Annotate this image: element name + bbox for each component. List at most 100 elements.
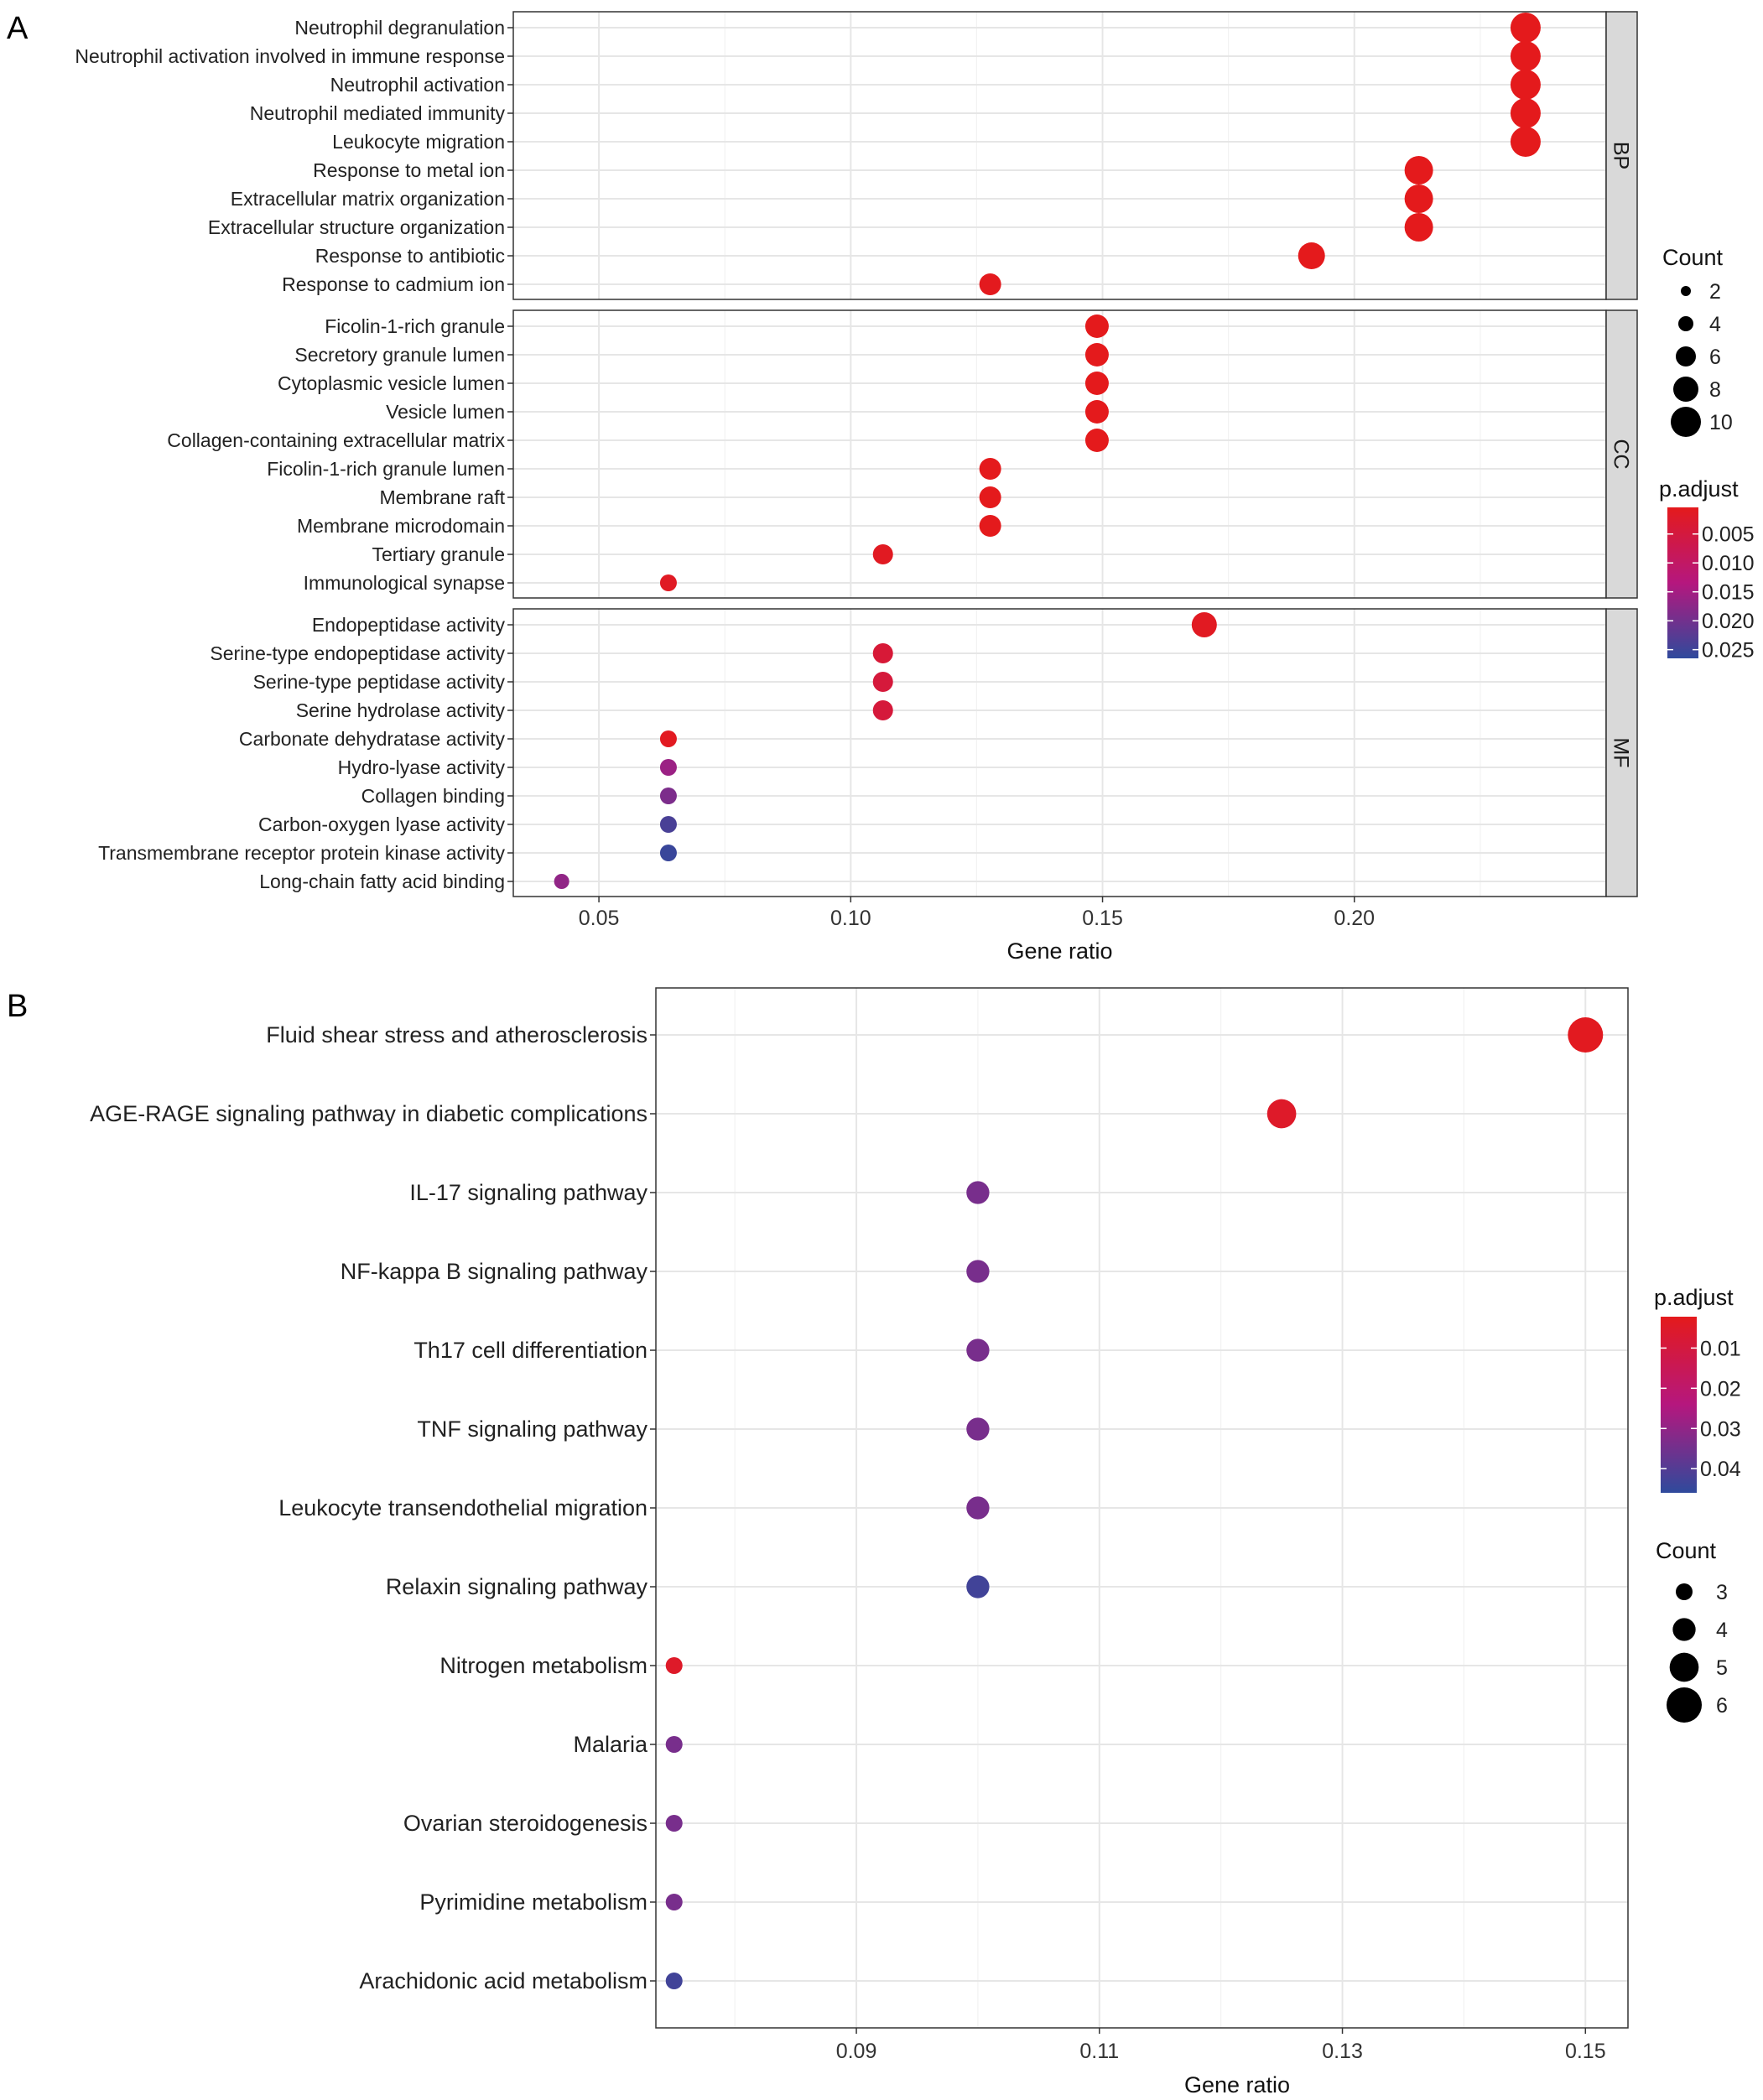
legend-key-dot <box>1681 286 1691 296</box>
legend-key-label: 3 <box>1716 1581 1728 1604</box>
data-point <box>1568 1017 1604 1053</box>
term-label: Ficolin-1-rich granule lumen <box>267 458 505 480</box>
colorbar-label: 0.005 <box>1702 523 1755 547</box>
legend-padj: p.adjust 0.01 0.02 0.03 0.04 <box>1654 1285 1741 1493</box>
legend-padj: p.adjust 0.005 0.010 0.015 0.020 0.025 <box>1659 476 1755 663</box>
x-tick-label: 0.13 <box>1322 2040 1363 2063</box>
x-tick-label: 0.10 <box>830 907 871 930</box>
term-label: Extracellular matrix organization <box>231 188 505 210</box>
colorbar-label: 0.04 <box>1700 1458 1741 1481</box>
colorbar <box>1661 1317 1697 1493</box>
term-label: Th17 cell differentiation <box>413 1338 647 1363</box>
x-axis: 0.05 0.10 0.15 0.20 Gene ratio <box>579 897 1375 964</box>
data-point <box>1191 612 1217 637</box>
data-point <box>665 1973 683 1989</box>
term-label: Response to antibiotic <box>315 245 505 267</box>
legend-key-label: 10 <box>1709 411 1733 434</box>
legend-key-label: 2 <box>1709 280 1721 304</box>
x-tick-label: 0.20 <box>1334 907 1375 930</box>
colorbar-label: 0.015 <box>1702 581 1755 605</box>
term-label: Relaxin signaling pathway <box>386 1574 648 1599</box>
x-axis-title: Gene ratio <box>1184 2072 1290 2097</box>
colorbar-label: 0.01 <box>1700 1337 1741 1360</box>
facet-strip-label: CC <box>1610 439 1633 469</box>
data-point <box>1510 41 1541 71</box>
term-label: Serine hydrolase activity <box>296 699 506 721</box>
legend-key-label: 4 <box>1716 1619 1728 1642</box>
term-label: Neutrophil activation involved in immune… <box>75 45 505 67</box>
term-label: Membrane microdomain <box>297 515 505 537</box>
data-point <box>1510 98 1541 128</box>
data-point <box>1404 156 1433 185</box>
term-label: Malaria <box>573 1732 648 1757</box>
facet-strip <box>1605 11 1638 300</box>
term-label: Collagen-containing extracellular matrix <box>167 429 505 451</box>
legend-key-label: 4 <box>1709 313 1721 336</box>
term-label: Secretory granule lumen <box>294 344 505 366</box>
data-point <box>872 544 893 564</box>
data-point <box>966 1338 990 1362</box>
x-tick-label: 0.11 <box>1079 2040 1119 2063</box>
data-point <box>665 1736 683 1753</box>
plot-border <box>655 987 1629 2029</box>
legend-key-dot <box>1673 377 1698 402</box>
legend-key-dot <box>1676 1583 1693 1600</box>
legend-key-label: 6 <box>1709 346 1721 369</box>
data-point <box>1084 400 1109 424</box>
data-point <box>872 700 893 720</box>
data-point <box>966 1260 990 1283</box>
data-point <box>979 273 1001 295</box>
legend-title: p.adjust <box>1654 1285 1734 1310</box>
term-label: Immunological synapse <box>304 572 505 594</box>
data-point <box>1404 213 1433 242</box>
term-label: Hydro-lyase activity <box>338 756 506 778</box>
facet-panel-background <box>513 609 1606 897</box>
facet-strip-label: MF <box>1610 737 1633 767</box>
facet-bp: Neutrophil degranulation Neutrophil activ… <box>75 11 1638 300</box>
legend-key-dot <box>1667 1687 1702 1723</box>
x-axis-title: Gene ratio <box>1006 938 1112 964</box>
legend-title: Count <box>1662 245 1724 270</box>
term-label: IL-17 signaling pathway <box>409 1180 647 1205</box>
term-label: Neutrophil mediated immunity <box>250 102 506 124</box>
legend-key-dot <box>1671 407 1701 437</box>
term-label: Ovarian steroidogenesis <box>403 1811 647 1836</box>
data-point <box>1404 185 1433 213</box>
term-label: Vesicle lumen <box>386 401 505 423</box>
term-label: Fluid shear stress and atherosclerosis <box>266 1022 647 1047</box>
term-label: Transmembrane receptor protein kinase ac… <box>98 842 505 864</box>
data-point <box>1084 429 1109 452</box>
colorbar-label: 0.025 <box>1702 639 1755 663</box>
data-point <box>1298 242 1325 269</box>
term-label: Neutrophil degranulation <box>294 17 505 39</box>
data-point <box>659 759 677 776</box>
data-point <box>1084 372 1109 395</box>
colorbar-label: 0.010 <box>1702 552 1755 575</box>
data-point <box>1266 1099 1297 1129</box>
panel-label-b: B <box>7 989 28 1024</box>
term-label: Leukocyte migration <box>332 131 505 153</box>
term-label: Nitrogen metabolism <box>439 1653 647 1678</box>
data-point <box>659 788 677 804</box>
facet-panel-background <box>513 12 1606 299</box>
legend-key-dot <box>1676 346 1696 366</box>
panel-a-go-dotplot: Neutrophil degranulation Neutrophil activ… <box>75 11 1755 964</box>
term-label: Serine-type peptidase activity <box>253 671 506 693</box>
panel-label-a: A <box>7 11 29 46</box>
facet-strip <box>1605 309 1638 599</box>
data-point <box>659 730 677 747</box>
facet-mf: Endopeptidase activity Serine-type endope… <box>98 608 1638 897</box>
data-point <box>1510 127 1541 157</box>
data-point <box>966 1496 990 1520</box>
term-label: Carbonate dehydratase activity <box>239 728 506 750</box>
term-label: NF-kappa B signaling pathway <box>341 1259 648 1284</box>
legend-count: Count 2 4 6 8 10 <box>1662 245 1733 437</box>
term-label: Endopeptidase activity <box>312 614 506 636</box>
data-point <box>872 672 893 692</box>
term-label: Response to cadmium ion <box>282 273 505 295</box>
data-point <box>665 1657 683 1674</box>
data-point <box>659 816 677 833</box>
term-label: Neutrophil activation <box>330 74 505 96</box>
term-label: Tertiary granule <box>372 543 505 565</box>
legend-key-label: 6 <box>1716 1694 1728 1718</box>
